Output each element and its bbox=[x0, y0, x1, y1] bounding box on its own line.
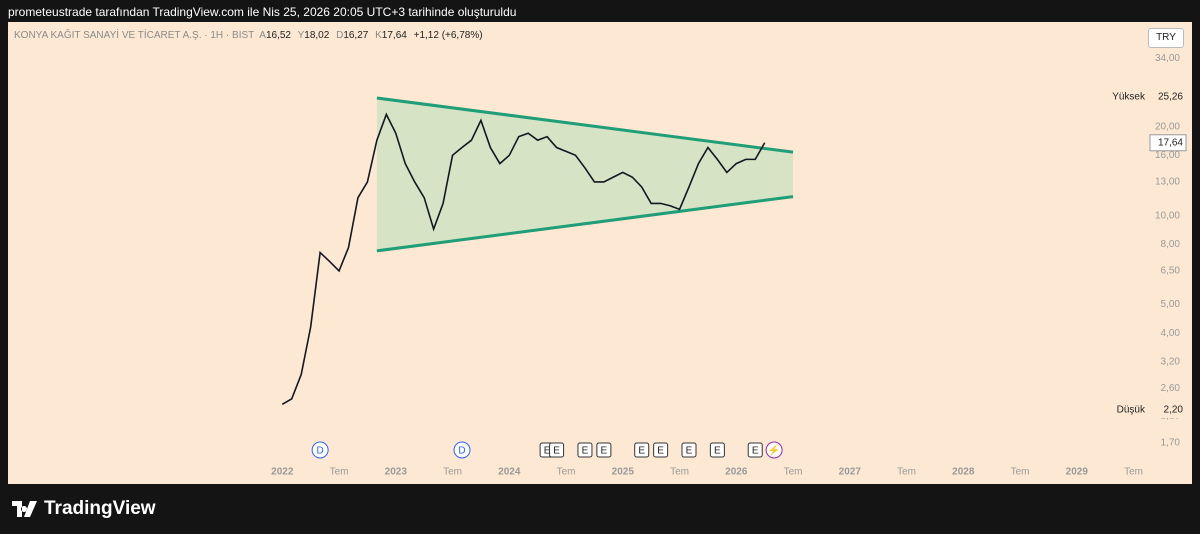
event-label: D bbox=[458, 446, 465, 457]
key: Y bbox=[297, 30, 305, 41]
key: A bbox=[259, 30, 266, 41]
x-tick-label: Tem bbox=[670, 467, 689, 478]
key: D bbox=[336, 30, 344, 41]
event-badge bbox=[549, 442, 565, 458]
event-badge bbox=[634, 442, 650, 458]
legend: KONYA KAĞIT SANAYİ VE TİCARET A.Ş. · 1H … bbox=[14, 30, 487, 41]
event-badge bbox=[681, 442, 697, 458]
x-tick-label: Tem bbox=[784, 467, 803, 478]
symbol: KONYA KAĞIT SANAYİ VE TİCARET A.Ş. · 1H … bbox=[14, 30, 255, 41]
low-value: 2,20 bbox=[1164, 405, 1184, 416]
y-tick-label: 34,00 bbox=[1155, 53, 1180, 64]
price-line bbox=[281, 112, 766, 405]
x-tick-label: Tem bbox=[557, 467, 576, 478]
x-tick-label: 2022 bbox=[271, 467, 294, 478]
event-label: E bbox=[714, 446, 721, 457]
y-tick-label: 2,60 bbox=[1161, 383, 1181, 394]
event-label: ⚡ bbox=[768, 444, 780, 457]
event-label: E bbox=[553, 446, 560, 457]
event-label: E bbox=[544, 446, 551, 457]
value: 16,27 bbox=[343, 30, 369, 41]
y-tick-label: 10,00 bbox=[1155, 210, 1180, 221]
event-label: E bbox=[686, 446, 693, 457]
high-label: Yüksek bbox=[1112, 91, 1146, 102]
last-value: 17,64 bbox=[1158, 137, 1183, 148]
x-tick-label: 2023 bbox=[385, 467, 408, 478]
low-label: Düşük bbox=[1117, 405, 1146, 416]
x-tick-label: Tem bbox=[330, 467, 349, 478]
event-badge bbox=[747, 442, 763, 458]
logo bbox=[12, 501, 37, 517]
change: +1,12 (+6,78%) bbox=[413, 30, 483, 41]
key: K bbox=[375, 30, 382, 41]
y-tick-label: 5,00 bbox=[1161, 299, 1181, 310]
y-tick-label: 6,50 bbox=[1161, 266, 1181, 277]
x-tick-label: 2029 bbox=[1066, 467, 1089, 478]
x-tick-label: 2027 bbox=[839, 467, 862, 478]
trendline bbox=[376, 96, 794, 154]
triangle-fill bbox=[376, 98, 794, 251]
event-label: E bbox=[582, 446, 589, 457]
event-badge bbox=[765, 441, 783, 459]
header-text: prometeustrade tarafından TradingView.co… bbox=[8, 5, 517, 19]
y-tick-label: 20,00 bbox=[1155, 121, 1180, 132]
x-tick-label: Tem bbox=[443, 467, 462, 478]
event-badge bbox=[453, 441, 471, 459]
y-tick-label: 13,00 bbox=[1155, 177, 1180, 188]
trendline bbox=[376, 195, 794, 253]
last-box bbox=[1149, 134, 1187, 152]
y-tick-label: 8,00 bbox=[1161, 239, 1181, 250]
x-tick-label: Tem bbox=[1011, 467, 1030, 478]
value: 16,52 bbox=[265, 30, 291, 41]
brand: TradingView bbox=[44, 498, 156, 519]
y-tick-label: 1,70 bbox=[1161, 438, 1181, 449]
x-tick-label: 2028 bbox=[952, 467, 975, 478]
x-tick-label: 2024 bbox=[498, 467, 521, 478]
y-tick-label: 4,00 bbox=[1161, 328, 1181, 339]
event-label: E bbox=[601, 446, 608, 457]
x-tick-label: Tem bbox=[897, 467, 916, 478]
y-tick-label: 3,20 bbox=[1161, 357, 1181, 368]
event-label: D bbox=[317, 446, 324, 457]
y-tick-label: 16,00 bbox=[1155, 150, 1180, 161]
event-badge bbox=[577, 442, 593, 458]
footer-brand: TradingView bbox=[12, 498, 156, 520]
event-label: E bbox=[752, 446, 759, 457]
event-badge bbox=[596, 442, 612, 458]
x-tick-label: 2026 bbox=[725, 467, 748, 478]
value: 17,64 bbox=[381, 30, 407, 41]
event-label: E bbox=[638, 446, 645, 457]
currency-button[interactable]: TRY bbox=[1148, 28, 1184, 48]
x-tick-label: 2025 bbox=[612, 467, 635, 478]
high-box bbox=[1150, 88, 1186, 105]
high-value: 25,26 bbox=[1158, 91, 1183, 102]
chart-frame bbox=[8, 22, 1192, 484]
value: 18,02 bbox=[304, 30, 330, 41]
x-tick-label: Tem bbox=[1124, 467, 1143, 478]
event-badge bbox=[709, 442, 725, 458]
low-box bbox=[1150, 401, 1186, 418]
event-badge bbox=[653, 442, 669, 458]
event-label: E bbox=[657, 446, 664, 457]
event-badge bbox=[311, 441, 329, 459]
